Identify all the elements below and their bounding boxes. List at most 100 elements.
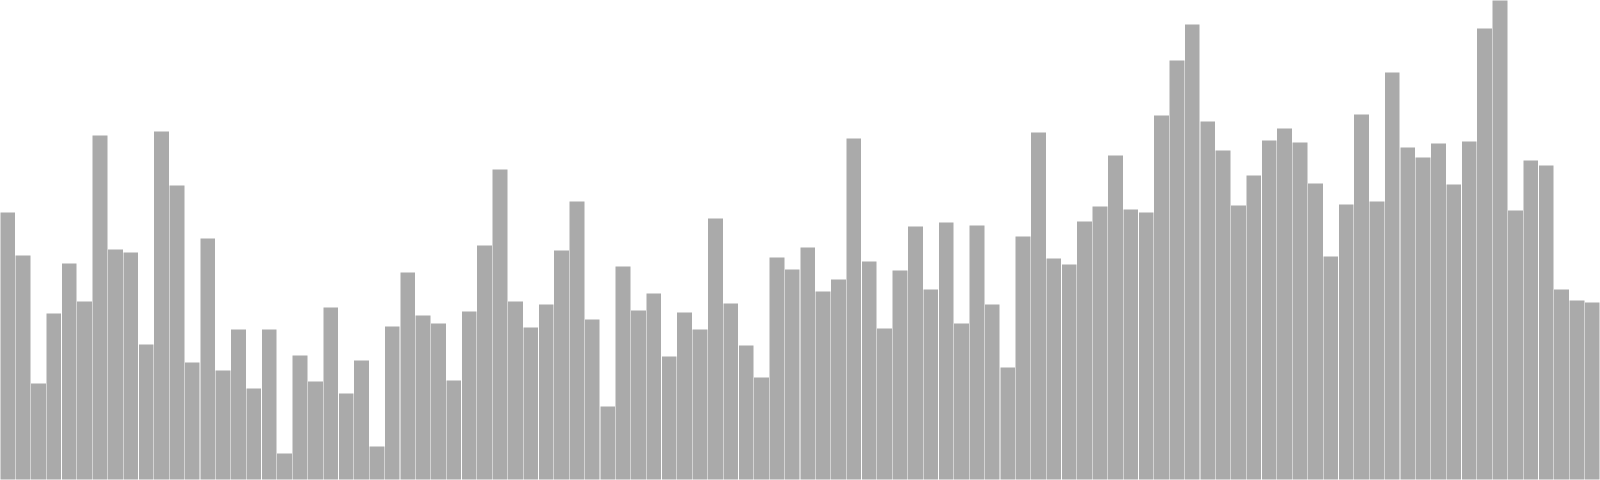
bar-52 — [784, 268, 801, 480]
bar-35 — [522, 326, 539, 480]
bar-63 — [953, 322, 970, 480]
bar-29 — [430, 322, 447, 480]
bar-95 — [1445, 183, 1462, 480]
bar-94 — [1430, 142, 1447, 480]
bar-45 — [676, 311, 693, 480]
bar-50 — [753, 376, 770, 480]
bar-98 — [1492, 0, 1508, 480]
bar-31 — [461, 310, 478, 480]
bar-69 — [1045, 257, 1062, 480]
bar-3 — [30, 382, 47, 480]
bar-32 — [476, 244, 493, 480]
bar-73 — [1107, 154, 1124, 480]
bar-62 — [938, 221, 955, 480]
bar-86 — [1307, 182, 1324, 480]
bar-85 — [1292, 141, 1308, 480]
bar-92 — [1399, 146, 1416, 480]
bar-103 — [1568, 299, 1585, 480]
bar-74 — [1122, 208, 1139, 480]
bar-18 — [261, 328, 278, 480]
bar-2 — [15, 254, 32, 480]
bar-23 — [338, 392, 355, 480]
bar-64 — [968, 224, 985, 480]
bar-60 — [907, 225, 924, 480]
bar-8 — [107, 248, 124, 480]
bar-101 — [1538, 164, 1555, 480]
bar-93 — [1415, 156, 1432, 480]
bar-41 — [615, 265, 632, 480]
bar-1 — [0, 211, 16, 480]
bar-61 — [922, 288, 939, 480]
bar-79 — [1199, 120, 1216, 480]
bar-36 — [538, 303, 555, 480]
bar-68 — [1030, 131, 1047, 480]
bar-91 — [1384, 71, 1401, 480]
bar-30 — [445, 379, 462, 480]
bar-70 — [1061, 263, 1078, 480]
bar-15 — [215, 369, 232, 480]
bar-6 — [76, 300, 93, 480]
bar-87 — [1322, 255, 1339, 480]
bar-28 — [415, 314, 432, 480]
bar-47 — [707, 217, 724, 480]
bar-83 — [1261, 139, 1278, 480]
bar-43 — [645, 292, 662, 480]
bar-99 — [1507, 209, 1524, 480]
bar-10 — [138, 343, 155, 480]
bar-88 — [1338, 203, 1355, 480]
bar-81 — [1230, 204, 1247, 480]
bar-51 — [768, 256, 785, 480]
bar-71 — [1076, 220, 1093, 480]
bar-37 — [553, 249, 570, 480]
bar-12 — [168, 184, 185, 480]
bar-25 — [368, 445, 385, 480]
bar-21 — [307, 380, 324, 480]
bar-57 — [861, 260, 878, 480]
bar-54 — [815, 290, 832, 480]
bar-102 — [1553, 288, 1570, 480]
bar-17 — [245, 387, 262, 480]
bar-77 — [1168, 59, 1185, 480]
bar-48 — [722, 302, 739, 480]
bar-90 — [1368, 200, 1385, 480]
bar-44 — [661, 355, 678, 480]
bar-49 — [738, 344, 755, 480]
bar-65 — [984, 303, 1001, 480]
bar-20 — [292, 354, 308, 480]
bar-34 — [507, 300, 524, 480]
bar-46 — [692, 328, 708, 480]
bar-100 — [1522, 159, 1539, 480]
bar-40 — [599, 405, 616, 480]
bar-16 — [230, 328, 247, 480]
bar-4 — [45, 312, 62, 480]
bar-13 — [184, 361, 201, 480]
bar-38 — [568, 200, 585, 480]
bar-76 — [1153, 114, 1170, 480]
bar-27 — [399, 271, 416, 480]
bar-42 — [630, 309, 647, 480]
bar-14 — [199, 237, 216, 480]
bar-22 — [322, 306, 339, 480]
bar-58 — [876, 327, 893, 480]
bar-97 — [1476, 27, 1493, 480]
bar-19 — [276, 452, 293, 480]
bar-104 — [1584, 301, 1600, 480]
bar-56 — [845, 137, 862, 480]
bar-67 — [1015, 235, 1032, 480]
bar-9 — [122, 251, 139, 480]
bar-33 — [492, 168, 508, 480]
bar-24 — [353, 359, 370, 480]
bar-39 — [584, 318, 601, 480]
bar-55 — [830, 278, 847, 480]
bar-84 — [1276, 127, 1293, 480]
bar-78 — [1184, 23, 1201, 480]
bar-75 — [1138, 211, 1155, 480]
bar-53 — [799, 246, 816, 480]
bar-80 — [1215, 149, 1232, 480]
bar-5 — [61, 262, 78, 480]
bar-82 — [1245, 174, 1262, 480]
bar-7 — [92, 134, 108, 480]
bar-96 — [1461, 140, 1478, 480]
